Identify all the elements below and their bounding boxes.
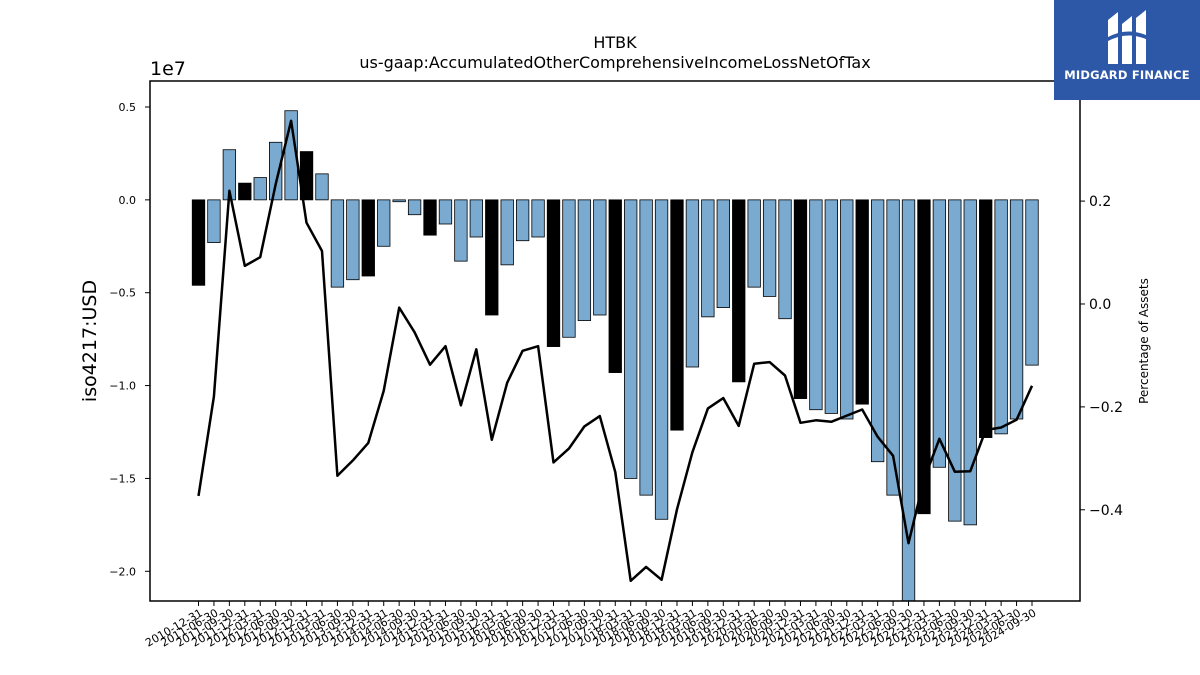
bar-2010-12-31	[191, 199, 206, 286]
bar-2013-09-30	[346, 199, 360, 281]
bar-2017-06-30	[577, 199, 592, 321]
bar-2020-03-31	[747, 199, 761, 288]
bar-2023-12-31	[979, 199, 993, 438]
bar-2019-09-30	[716, 199, 730, 308]
bar-2020-09-30	[778, 199, 792, 320]
bar-2011-12-31	[238, 182, 252, 201]
y-axis-label: iso4217:USD	[79, 280, 101, 402]
bar-2016-09-30	[531, 199, 545, 238]
bar-2012-06-30	[269, 141, 283, 201]
brand-logo: MIDGARD FINANCE	[1054, 0, 1200, 100]
bar-2024-09-30	[1025, 199, 1039, 366]
bar-2014-12-31	[423, 199, 437, 236]
bar-2011-06-30	[207, 199, 221, 243]
bar-2014-06-30	[392, 199, 406, 203]
y-tick-label: 0.0	[119, 194, 137, 207]
y-tick-label: −2.0	[109, 565, 136, 578]
bar-2018-09-30	[654, 199, 669, 520]
bar-2024-03-31	[994, 199, 1008, 435]
bar-2017-03-31	[562, 199, 576, 338]
y2-tick-label: −0.4	[1089, 503, 1123, 519]
axes-group: 0.50.0−0.5−1.0−1.5−2.00.20.0−0.2−0.42010…	[109, 101, 1123, 650]
bar-2023-09-30	[963, 199, 977, 526]
bar-2015-09-30	[469, 199, 483, 238]
bar-2019-03-31	[685, 199, 700, 368]
chart-title: HTBK	[593, 33, 637, 52]
bar-2016-12-31	[546, 199, 561, 347]
bar-2014-09-30	[407, 199, 422, 216]
y2-tick-label: −0.2	[1089, 400, 1123, 416]
bar-2016-03-31	[500, 199, 514, 266]
y2-axis-label: Percentage of Assets	[1137, 278, 1151, 404]
bar-2014-03-31	[377, 199, 391, 247]
y-tick-label: −1.5	[109, 472, 136, 485]
bar-2021-06-30	[824, 199, 838, 414]
bar-2015-06-30	[454, 199, 468, 262]
bar-2019-06-30	[701, 199, 715, 318]
y2-tick-label: 0.2	[1089, 194, 1111, 210]
bar-2013-03-31	[315, 173, 329, 201]
bar-2022-03-31	[870, 199, 885, 463]
bar-2022-12-31	[917, 199, 931, 515]
bar-2015-12-31	[485, 199, 499, 316]
chart-subtitle: us-gaap:AccumulatedOtherComprehensiveInc…	[359, 53, 870, 72]
bar-2018-06-30	[639, 199, 653, 496]
y-tick-label: −0.5	[109, 287, 136, 300]
bar-2019-12-31	[732, 199, 746, 383]
bar-2020-12-31	[793, 199, 808, 399]
bar-2018-12-31	[670, 199, 684, 431]
bar-2023-03-31	[932, 199, 947, 468]
bar-2016-06-30	[515, 199, 530, 242]
bar-2012-03-31	[253, 177, 267, 201]
bar-2021-09-30	[840, 199, 854, 420]
bar-2013-12-31	[361, 199, 375, 277]
y-scale-label: 1e7	[150, 58, 186, 80]
y2-tick-label: 0.0	[1089, 297, 1111, 313]
bar-2021-03-31	[809, 199, 823, 411]
pct-of-assets-line	[197, 119, 1034, 583]
y-tick-label: −1.0	[109, 380, 136, 393]
bar-2022-06-30	[886, 199, 900, 496]
plot-frame	[149, 80, 1081, 602]
brand-name: MIDGARD FINANCE	[1064, 68, 1190, 82]
line-layer	[197, 119, 1034, 583]
bar-2015-03-31	[438, 199, 453, 225]
bar-2018-03-31	[624, 199, 638, 479]
bars-group	[191, 110, 1039, 602]
bar-2024-06-30	[1009, 199, 1024, 420]
bar-2020-06-30	[762, 199, 777, 297]
bar-2013-06-30	[330, 199, 345, 288]
bar-2023-06-30	[948, 199, 962, 522]
bar-2017-12-31	[608, 199, 622, 373]
bar-2017-09-30	[593, 199, 607, 316]
brand-mark-icon	[1106, 10, 1148, 64]
y-tick-label: 0.5	[119, 101, 137, 114]
bar-2021-12-31	[855, 199, 869, 405]
